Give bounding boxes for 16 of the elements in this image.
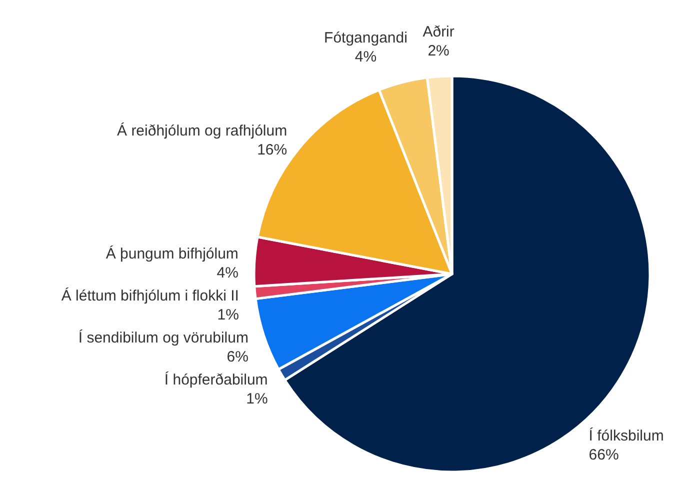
- data-label: 6%: [226, 348, 248, 366]
- data-label: 4%: [354, 48, 377, 66]
- slice-label: Í sendibilum og vörubilum: [78, 328, 248, 347]
- data-label: 66%: [588, 446, 619, 464]
- data-label: 4%: [216, 264, 238, 282]
- slice-label: Á þungum bifhjólum: [106, 244, 238, 263]
- slice-label: Á léttum bifhjólum i flokki II: [61, 286, 239, 305]
- slice-label: Á reiðhjólum og rafhjólum: [117, 122, 288, 140]
- data-label: 1%: [217, 306, 239, 324]
- slice-label: Í fólksbilum: [588, 426, 664, 445]
- slice-label: Aðrir: [422, 23, 454, 40]
- slice-label: Fótgangandi: [324, 30, 408, 47]
- data-label: 2%: [428, 42, 450, 60]
- data-label: 16%: [257, 142, 288, 159]
- data-label: 1%: [246, 390, 268, 408]
- slice-label: Í hópferðabilum: [164, 370, 268, 389]
